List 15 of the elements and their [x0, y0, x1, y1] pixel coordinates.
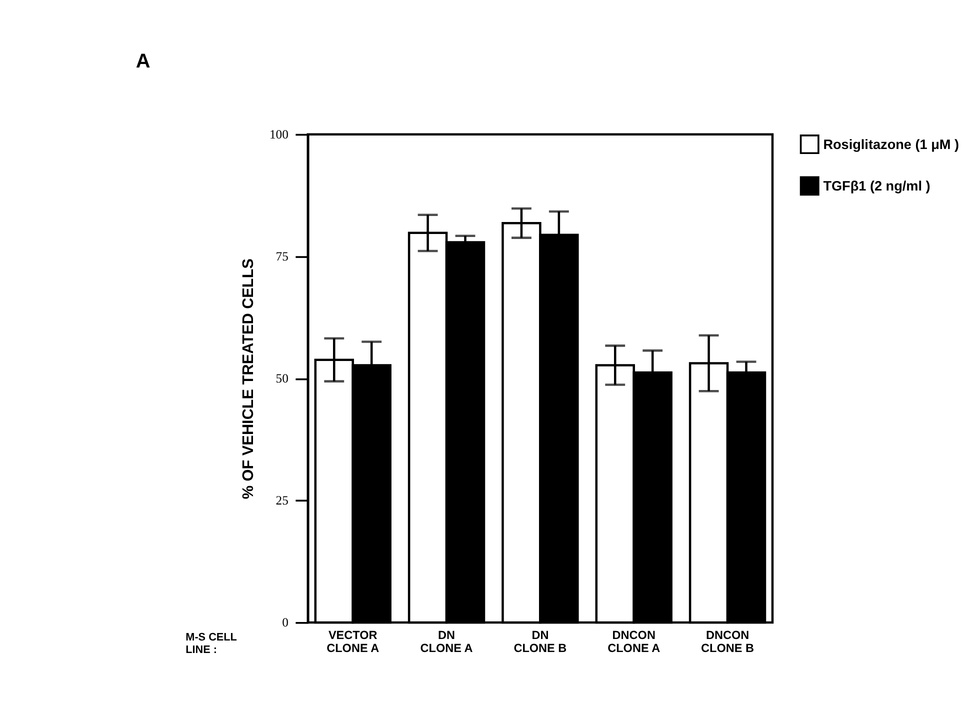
- y-tick-label: 75: [276, 249, 288, 264]
- y-axis-title: % OF VEHICLE TREATED CELLS: [240, 258, 258, 500]
- x-tick-label: DNCON CLONE A: [608, 629, 661, 655]
- y-tick-label: 50: [276, 371, 288, 386]
- x-tick-label: DN CLONE B: [514, 629, 567, 655]
- x-tick-label: VECTOR CLONE A: [326, 629, 380, 655]
- text: M-S CELL LINE :: [186, 632, 238, 656]
- y-tick-label: 0: [282, 616, 288, 630]
- x-tick-label: DN CLONE A: [420, 629, 474, 655]
- y-tick-label: 100: [269, 127, 288, 142]
- text: A: [136, 50, 150, 72]
- x-tick-label: DNCON CLONE B: [701, 629, 754, 655]
- legend-label: TGFβ1 (2 ng/ml ): [823, 178, 930, 194]
- y-tick-label: 25: [276, 493, 288, 508]
- legend-label: Rosiglitazone (1 μM ): [823, 136, 959, 152]
